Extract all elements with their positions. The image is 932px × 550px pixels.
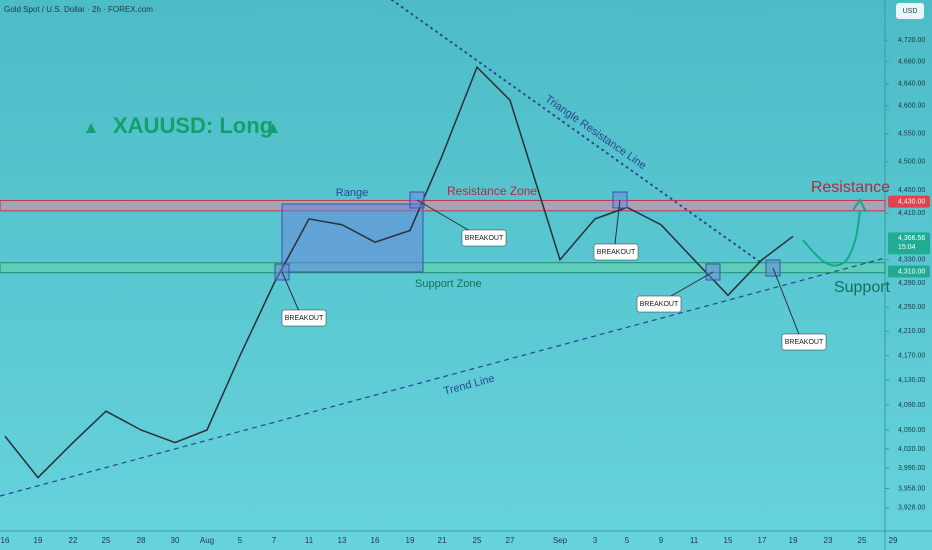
breakout-label: BREAKOUT <box>640 301 679 308</box>
y-tick-label: 4,680.00 <box>898 59 925 66</box>
y-tick-label: 4,250.00 <box>898 304 925 311</box>
symbol-label: XAUUSD: Long <box>113 113 273 138</box>
zone-label: Resistance Zone <box>447 184 537 198</box>
price-label-box <box>888 232 930 255</box>
range-box <box>281 203 424 273</box>
x-tick-label: 25 <box>473 536 482 545</box>
x-tick-label: 21 <box>438 536 447 545</box>
x-tick-label: 19 <box>406 536 415 545</box>
y-tick-label: 4,500.00 <box>898 159 925 166</box>
y-tick-label: 4,290.00 <box>898 280 925 287</box>
projection-head <box>852 198 867 213</box>
price-label: 4,310.00 <box>898 268 925 275</box>
resistance-label: Resistance <box>811 179 890 196</box>
breakout-pointer <box>613 199 621 253</box>
x-tick-label: 5 <box>625 536 630 545</box>
y-tick-label: 4,600.00 <box>898 103 925 110</box>
x-tick-label: 5 <box>238 536 243 545</box>
price-line <box>4 65 794 479</box>
breakout-label: BREAKOUT <box>597 249 636 256</box>
y-tick-label: 4,090.00 <box>898 402 925 409</box>
x-tick-label: Aug <box>200 536 214 545</box>
x-tick-label: 19 <box>34 536 43 545</box>
x-tick-label: 27 <box>506 536 515 545</box>
x-tick-label: 11 <box>690 536 699 545</box>
currency-box <box>896 3 924 19</box>
price-label-box <box>888 195 930 208</box>
x-tick-label: 19 <box>789 536 798 545</box>
y-tick-label: 4,550.00 <box>898 130 925 137</box>
x-tick-label: 16 <box>371 536 380 545</box>
y-tick-label: 4,170.00 <box>898 352 925 359</box>
x-tick-label: 25 <box>102 536 111 545</box>
x-tick-label: 29 <box>889 536 898 545</box>
x-tick-label: 30 <box>171 536 180 545</box>
x-tick-label: 7 <box>272 536 277 545</box>
breakout-label: BREAKOUT <box>465 235 504 242</box>
price-label-box <box>888 265 930 278</box>
y-tick-label: 4,640.00 <box>898 81 925 88</box>
y-tick-label: 4,130.00 <box>898 377 925 384</box>
y-tick-label: 4,410.00 <box>898 210 925 217</box>
x-tick-label: 11 <box>305 536 314 545</box>
price-label: 4,430.00 <box>898 198 925 205</box>
x-tick-label: 23 <box>824 536 833 545</box>
zone-label: Support Zone <box>415 278 482 290</box>
projection <box>802 209 861 267</box>
zone <box>0 262 886 274</box>
countdown: 15:04 <box>898 244 916 251</box>
x-tick-label: 22 <box>69 536 78 545</box>
x-tick-label: Sep <box>553 536 568 545</box>
x-tick-label: 25 <box>858 536 867 545</box>
y-tick-label: 3,958.00 <box>898 485 925 492</box>
y-tick-label: 3,928.00 <box>898 505 925 512</box>
breakout-label: BREAKOUT <box>785 339 824 346</box>
y-tick-label: 4,050.00 <box>898 427 925 434</box>
x-tick-label: 9 <box>659 536 664 545</box>
y-tick-label: 3,990.00 <box>898 465 925 472</box>
y-tick-label: 4,210.00 <box>898 328 925 335</box>
support-label: Support <box>834 279 891 296</box>
x-tick-label: 17 <box>758 536 767 545</box>
breakout-box <box>281 309 327 327</box>
range-label: Range <box>336 187 368 199</box>
breakout-box <box>461 229 507 247</box>
y-tick-label: 4,720.00 <box>898 37 925 44</box>
zone <box>0 199 886 212</box>
breakout-label: BREAKOUT <box>285 315 324 322</box>
breakout-box <box>636 295 682 313</box>
price-label: 4,366.56 <box>898 235 925 242</box>
currency: USD <box>903 8 918 15</box>
x-tick-label: 16 <box>1 536 10 545</box>
y-tick-label: 4,450.00 <box>898 187 925 194</box>
chart-title: Gold Spot / U.S. Dollar · 2h · FOREX.com <box>4 5 153 14</box>
x-tick-label: 3 <box>593 536 598 545</box>
up-arrow <box>86 123 96 133</box>
x-tick-label: 13 <box>338 536 347 545</box>
y-tick-label: 4,330.00 <box>898 257 925 264</box>
breakout-box <box>593 243 639 261</box>
y-tick-label: 4,020.00 <box>898 446 925 453</box>
breakout-pointer <box>772 267 803 343</box>
x-tick-label: 28 <box>137 536 146 545</box>
breakout-box <box>781 333 827 351</box>
x-tick-label: 15 <box>724 536 733 545</box>
up-arrow <box>268 123 278 133</box>
